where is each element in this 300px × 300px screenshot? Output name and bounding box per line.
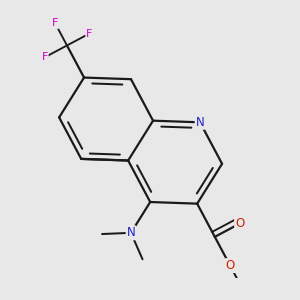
Text: N: N [127,226,135,239]
Text: F: F [52,18,59,28]
Text: O: O [226,259,235,272]
Text: N: N [196,116,204,129]
Text: F: F [42,52,48,62]
Text: O: O [235,217,244,230]
Text: F: F [86,29,92,39]
